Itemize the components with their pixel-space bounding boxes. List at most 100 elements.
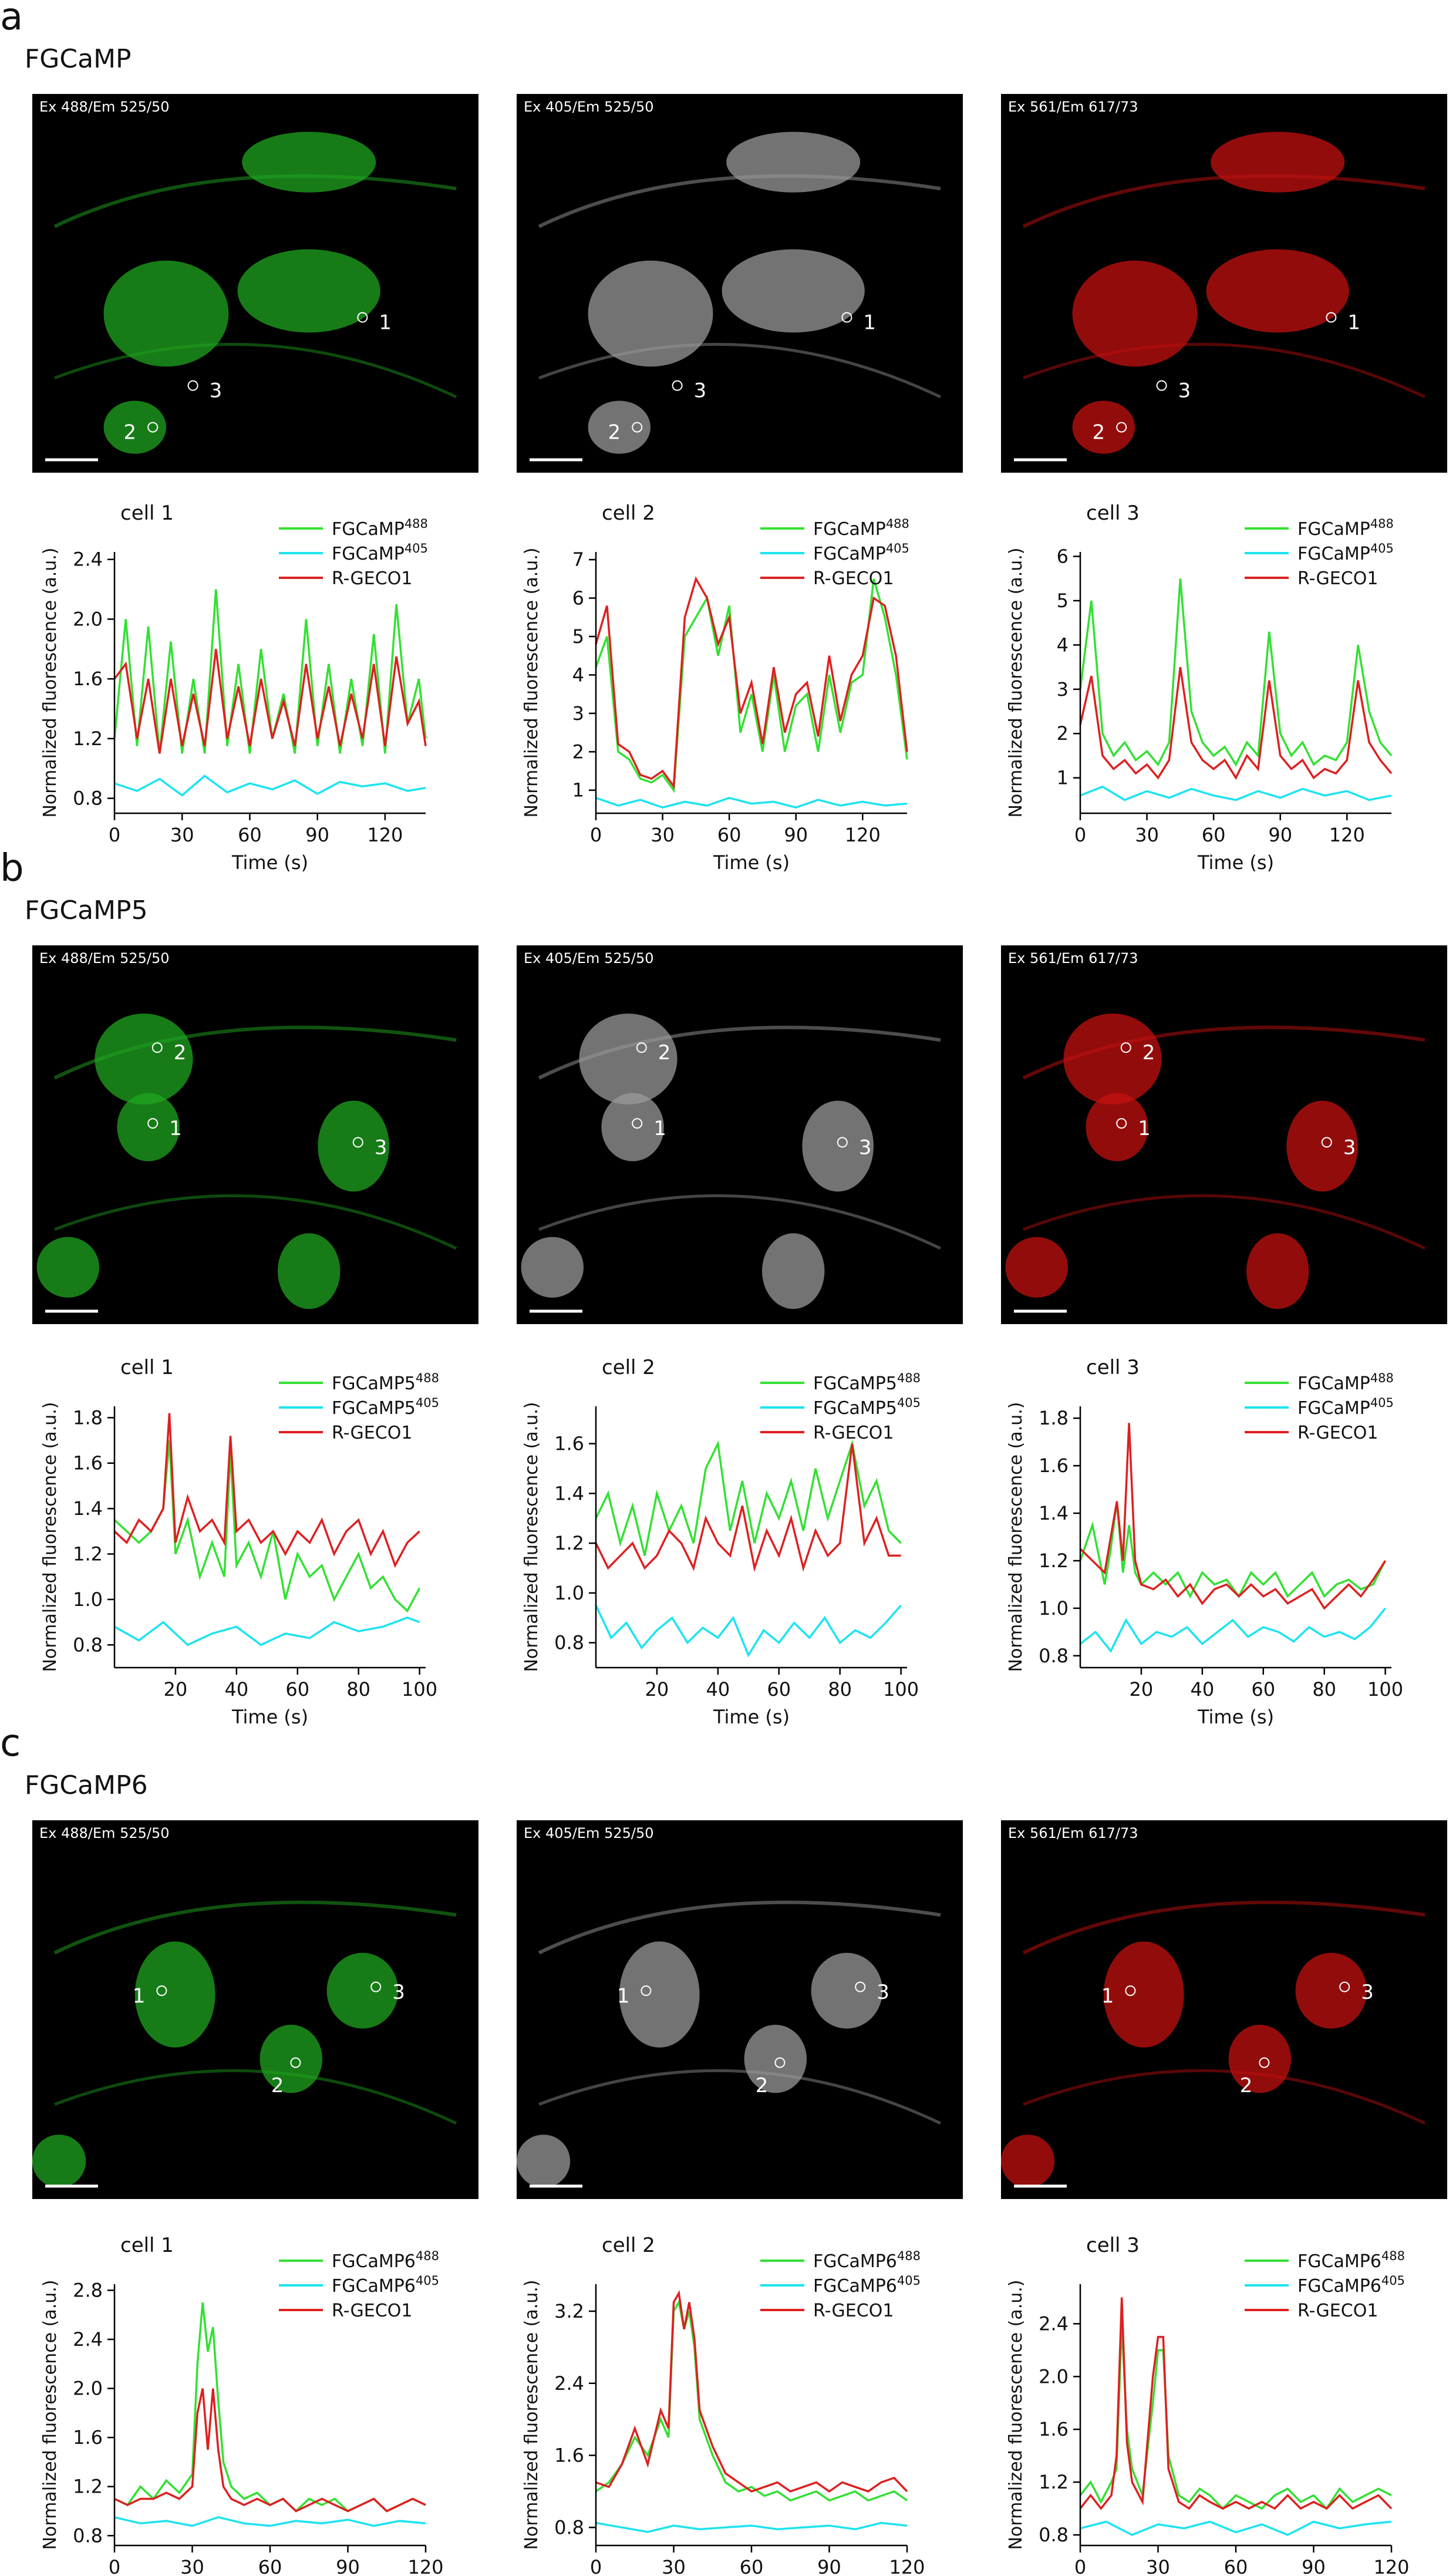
y-tick-label: 1.2	[73, 728, 103, 750]
x-tick-label: 0	[1074, 2556, 1086, 2576]
neurite	[54, 342, 457, 399]
legend-entry: FGCaMP488	[332, 517, 428, 540]
cell-number-label: 1	[133, 1984, 146, 2008]
y-tick-label: 1.2	[73, 1543, 103, 1565]
series-line	[595, 2290, 908, 2493]
cell-number-label: 3	[859, 1136, 872, 1159]
legend-series-name: FGCaMP6	[1297, 2251, 1381, 2272]
x-tick-label: 60	[1202, 824, 1226, 846]
cell-soma	[1063, 1013, 1162, 1105]
cell-number-label: 2	[1093, 421, 1106, 445]
y-tick-label: 1.4	[554, 1482, 584, 1504]
x-tick-label: 120	[1373, 2556, 1409, 2576]
y-tick-label: 2.0	[73, 608, 103, 630]
x-tick-label: 120	[845, 824, 881, 846]
cell-soma	[1286, 1100, 1358, 1192]
y-tick-label: 2.4	[73, 2328, 103, 2351]
legend-series-name: R-GECO1	[332, 568, 412, 589]
roi-circle	[672, 380, 683, 391]
neurite	[1022, 1025, 1425, 1080]
y-tick-label: 4	[1057, 634, 1069, 656]
x-tick-label: 90	[817, 2556, 841, 2576]
cell-number-label: 3	[1178, 379, 1191, 403]
cell-soma	[588, 260, 713, 367]
y-axis-label: Normalized fluorescence (a.u.)	[1006, 547, 1026, 817]
x-axis-label: Time (s)	[713, 1706, 790, 1728]
legend-series-name: FGCaMP	[813, 519, 886, 540]
cell-soma	[762, 1233, 825, 1309]
roi-circle	[837, 1137, 848, 1148]
cell-soma	[588, 400, 651, 454]
legend-entry: FGCaMP6488	[813, 2249, 921, 2272]
roi-circle	[1339, 1981, 1350, 1992]
series-line	[1079, 578, 1393, 767]
legend-entry: FGCaMP488	[813, 517, 909, 540]
cell-soma	[1103, 1941, 1184, 2048]
x-tick-label: 90	[784, 824, 808, 846]
cell-soma	[103, 260, 229, 367]
x-tick-label: 0	[590, 2556, 602, 2576]
x-tick-label: 30	[1146, 2556, 1170, 2576]
legend-series-superscript: 488	[1370, 1371, 1394, 1385]
legend-entry: FGCaMP5488	[332, 1371, 439, 1394]
x-tick-label: 90	[1268, 824, 1292, 846]
cell-soma	[242, 132, 376, 193]
series-line	[114, 2388, 426, 2513]
cell-soma	[1001, 2134, 1055, 2188]
y-tick-label: 3	[1057, 678, 1069, 701]
legend-series-name: FGCaMP6	[332, 2251, 416, 2272]
cell-soma	[95, 1013, 193, 1105]
legend-series-superscript: 405	[886, 541, 909, 555]
cell-number-label: 1	[1101, 1984, 1114, 2008]
cell-soma	[1005, 1237, 1069, 1298]
roi-circle	[841, 312, 852, 323]
neurite	[54, 1194, 457, 1250]
x-tick-label: 60	[285, 1678, 309, 1701]
roi-circle	[641, 1985, 652, 1996]
y-tick-label: 2.4	[554, 2372, 584, 2395]
chart-title: cell 3	[1086, 2234, 1140, 2257]
x-tick-label: 60	[1251, 1678, 1275, 1701]
y-tick-label: 1.2	[73, 2476, 103, 2498]
legend-series-name: FGCaMP	[332, 519, 405, 540]
x-tick-label: 40	[1190, 1678, 1214, 1701]
x-axis-label: Time (s)	[231, 851, 308, 874]
series-line	[113, 1413, 420, 1568]
x-tick-label: 60	[767, 1678, 791, 1701]
x-axis-label: Time (s)	[713, 851, 790, 874]
series-line	[595, 796, 908, 809]
channel-label: Ex 488/Em 525/50	[39, 99, 170, 115]
y-tick-label: 1	[572, 779, 584, 802]
legend-series-superscript: 405	[1381, 2274, 1405, 2288]
micrograph-background	[32, 1820, 478, 2199]
series-line	[1079, 1607, 1386, 1653]
legend-series-superscript: 488	[1381, 2249, 1405, 2263]
legend-series-name: FGCaMP	[1297, 519, 1370, 540]
legend-entry: R-GECO1	[1297, 2301, 1378, 2321]
cell-soma	[326, 1952, 399, 2029]
cell-soma	[1072, 260, 1198, 367]
legend-series-name: R-GECO1	[1297, 2301, 1378, 2321]
legend-entry: R-GECO1	[332, 1423, 412, 1443]
roi-circle	[1156, 380, 1167, 391]
chart-title: cell 2	[602, 501, 655, 525]
cell-soma	[103, 400, 166, 454]
legend-series-superscript: 405	[416, 1396, 439, 1410]
series-line	[1079, 1423, 1387, 1610]
legend-entry: FGCaMP5488	[813, 1371, 921, 1394]
legend-entry: FGCaMP6488	[332, 2249, 439, 2272]
cell-soma	[802, 1100, 874, 1192]
chart-title: cell 2	[602, 2234, 655, 2257]
legend-entry: FGCaMP405	[1297, 1396, 1394, 1419]
x-tick-label: 60	[1224, 2556, 1248, 2576]
x-tick-label: 20	[164, 1678, 188, 1701]
x-tick-label: 100	[402, 1678, 437, 1701]
cell-number-label: 2	[756, 2074, 769, 2097]
series-line	[1079, 2297, 1393, 2510]
cell-soma	[1295, 1952, 1367, 2029]
cell-soma	[579, 1013, 678, 1105]
cell-number-label: 3	[1361, 1981, 1374, 2004]
micrograph-background	[517, 1820, 963, 2199]
cell-number-label: 3	[1343, 1136, 1356, 1159]
